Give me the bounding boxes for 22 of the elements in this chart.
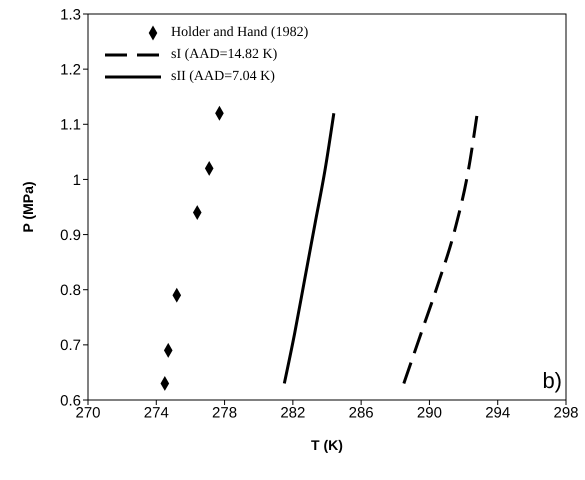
legend-label: sI (AAD=14.82 K)	[171, 47, 278, 63]
annotation: b)	[542, 368, 562, 393]
x-tick-label: 274	[144, 404, 169, 422]
y-tick-label: 0.8	[60, 282, 81, 300]
x-axis-title: T (K)	[311, 437, 343, 453]
y-tick-label: 1	[72, 172, 81, 189]
x-tick-label: 278	[212, 404, 238, 422]
y-tick-label: 1.1	[60, 116, 81, 134]
legend-label: Holder and Hand (1982)	[171, 25, 308, 41]
y-tick-label: 1.3	[60, 6, 81, 24]
y-axis-title: P (MPa)	[20, 181, 36, 233]
y-tick-label: 0.9	[60, 226, 81, 244]
x-tick-label: 270	[75, 404, 101, 422]
x-tick-label: 298	[553, 404, 579, 422]
x-tick-label: 294	[485, 404, 510, 422]
legend-label: sII (AAD=7.04 K)	[171, 69, 275, 85]
y-tick-label: 1.2	[60, 61, 81, 78]
line-series	[282, 112, 336, 385]
x-tick-label: 286	[348, 404, 374, 422]
y-tick-label: 0.7	[60, 337, 81, 354]
x-tick-label: 290	[416, 404, 442, 422]
x-tick-label: 282	[280, 404, 306, 422]
